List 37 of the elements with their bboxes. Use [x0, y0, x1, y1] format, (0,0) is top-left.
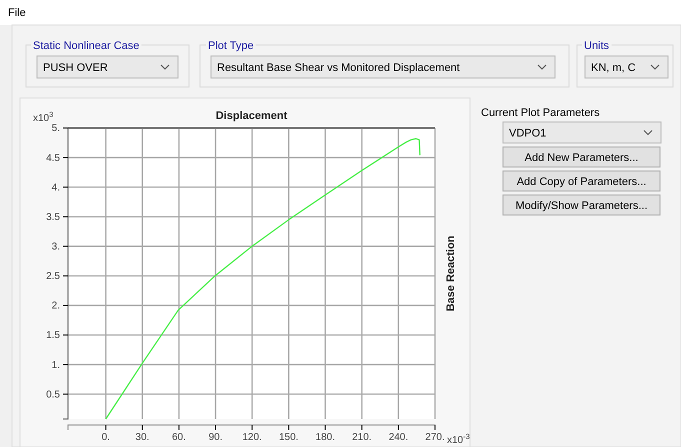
text: Modify/Show Parameters...: [515, 200, 648, 212]
line-series: [105, 138, 420, 420]
x-tick-label: 150.: [278, 432, 298, 444]
y-axis-title: Base Reaction: [445, 235, 457, 312]
y-tick-label: 3.5: [46, 212, 60, 223]
text: Plot Type: [208, 40, 254, 52]
text: Units: [584, 40, 610, 52]
y-tick-label: 4.: [52, 182, 60, 194]
x-axis-title: Displacement: [216, 110, 288, 122]
x-tick-label: 120.: [242, 432, 262, 444]
x-tick-label: 60.: [172, 432, 186, 444]
text: PUSH OVER: [43, 62, 108, 74]
text: Resultant Base Shear vs Monitored Displacement: [217, 62, 460, 74]
y-tick-label: 0.5: [46, 389, 60, 400]
text: Static Nonlinear Case: [33, 40, 140, 52]
y-tick-label: 1.5: [46, 330, 60, 342]
text: KN, m, C: [591, 62, 636, 74]
x-tick-label: 210.: [352, 432, 372, 444]
x-tick-label: 90.: [208, 432, 222, 444]
y-tick-label: 4.5: [46, 152, 60, 164]
text: Add New Parameters...: [524, 152, 638, 164]
x-tick-label: 270.: [425, 432, 445, 444]
text: VDPO1: [509, 128, 546, 140]
x-tick-label: 30.: [135, 432, 150, 444]
text: File: [8, 7, 26, 19]
y-tick-label: 2.: [52, 300, 60, 312]
x-tick-label: 240.: [388, 432, 408, 444]
y-tick-label: 2.5: [46, 271, 60, 282]
y-tick-label: 3.: [52, 241, 60, 252]
text: Add Copy of Parameters...: [516, 176, 646, 188]
text: Current Plot Parameters: [481, 107, 600, 119]
y-tick-label: 5.: [52, 123, 60, 134]
text: x10$^{3}$: [33, 110, 54, 124]
y-tick-label: 1.: [52, 360, 60, 371]
text: x10$^{-3}$: [447, 432, 470, 446]
x-tick-label: 180.: [316, 432, 335, 444]
x-tick-label: 0.: [102, 432, 110, 444]
